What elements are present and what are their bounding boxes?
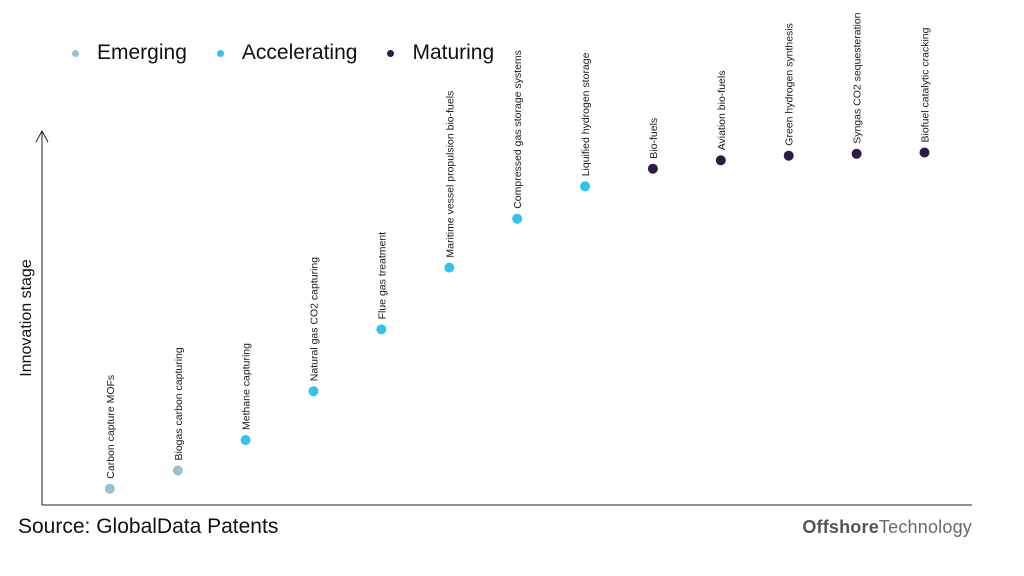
brand-bold: Offshore xyxy=(802,517,879,537)
data-label: Liquified hydrogen storage xyxy=(580,52,592,176)
data-label: Carbon capture MOFs xyxy=(105,375,117,479)
data-label: Natural gas CO2 capturing xyxy=(309,257,321,381)
data-label: Aviation bio-fuels xyxy=(716,71,728,151)
legend-label: Accelerating xyxy=(241,41,358,64)
data-label: Flue gas treatment xyxy=(376,232,388,320)
legend-item-maturing: Maturing xyxy=(387,41,494,65)
legend-dot-icon xyxy=(72,49,79,57)
data-point xyxy=(172,465,183,476)
data-point xyxy=(647,163,658,174)
source-note: Source: GlobalData Patents xyxy=(18,515,279,538)
data-label: Maritime vessel propulsion bio-fuels xyxy=(444,91,456,258)
data-label: Syngas CO2 sequesteration xyxy=(852,12,864,143)
data-label: Bio-fuels xyxy=(648,118,660,159)
data-point xyxy=(104,483,115,494)
legend: Emerging Accelerating Maturing xyxy=(72,38,524,68)
data-label: Compressed gas storage systems xyxy=(512,50,524,209)
data-point xyxy=(783,150,794,161)
legend-label: Emerging xyxy=(97,41,187,64)
legend-label: Maturing xyxy=(412,41,495,64)
data-point xyxy=(715,155,726,166)
data-point xyxy=(919,147,930,158)
data-point xyxy=(512,213,523,224)
brand-rest: Technology xyxy=(878,517,972,537)
point-labels: Carbon capture MOFs Biogas carbon capturi… xyxy=(105,12,932,478)
y-axis-title: Innovation stage xyxy=(18,259,35,377)
data-point xyxy=(240,435,251,445)
data-point xyxy=(580,181,591,192)
legend-item-emerging: Emerging xyxy=(72,41,187,65)
data-point xyxy=(444,262,455,273)
legend-dot-icon xyxy=(387,49,395,57)
axes xyxy=(35,129,972,506)
legend-item-accelerating: Accelerating xyxy=(216,41,358,65)
data-label: Green hydrogen synthesis xyxy=(784,23,796,146)
data-label: Methane capturing xyxy=(241,343,253,430)
data-label: Biofuel catalytic cracking xyxy=(920,27,932,142)
brand-logo: OffshoreTechnology xyxy=(802,517,972,538)
data-point xyxy=(308,386,319,397)
data-label: Biogas carbon capturing xyxy=(173,347,185,460)
data-point xyxy=(376,324,387,335)
y-axis-arrow xyxy=(35,129,49,143)
legend-dot-icon xyxy=(216,49,224,57)
data-points xyxy=(104,147,930,494)
data-point xyxy=(851,148,862,159)
